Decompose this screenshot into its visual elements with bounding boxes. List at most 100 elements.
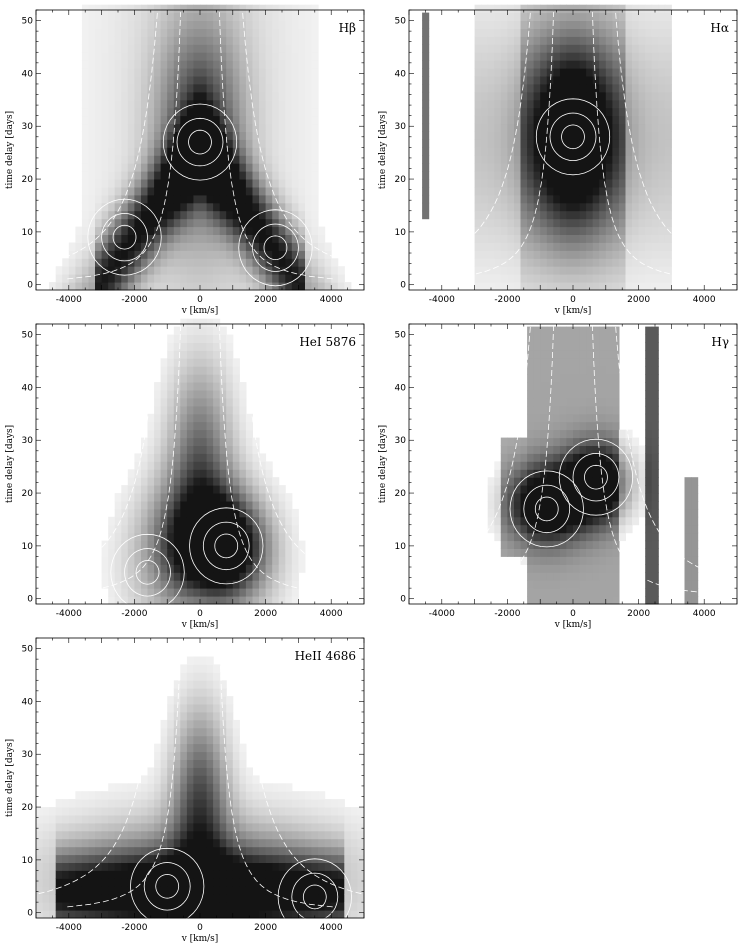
heatmap-cell <box>305 115 313 125</box>
heatmap-cell <box>553 516 561 526</box>
heatmap-cell <box>141 163 149 172</box>
heatmap-cell <box>193 20 201 29</box>
heatmap-cell <box>520 540 528 549</box>
heatmap-cell <box>186 429 194 439</box>
heatmap-cell <box>559 461 567 470</box>
heatmap-cell <box>573 508 581 518</box>
heatmap-cell <box>252 469 260 478</box>
heatmap-cell <box>160 155 168 164</box>
heatmap-cell <box>55 910 63 919</box>
heatmap-cell <box>553 326 561 335</box>
heatmap-cell <box>520 234 528 243</box>
heatmap-cell <box>533 60 541 69</box>
y-tick-label: 0 <box>27 595 33 605</box>
heatmap-cell <box>75 242 83 251</box>
heatmap-cell <box>481 123 489 132</box>
heatmap-cell <box>278 194 286 204</box>
heatmap-cell <box>625 477 633 486</box>
heatmap-cell <box>200 461 208 470</box>
heatmap-cell <box>579 234 587 243</box>
heatmap-cell <box>160 501 168 510</box>
heatmap-cell <box>540 453 548 462</box>
heatmap-cell <box>658 99 666 109</box>
heatmap-cell <box>278 242 286 251</box>
heatmap-cell <box>213 60 221 69</box>
envelope-curves <box>38 12 362 280</box>
heatmap-cell <box>95 791 103 800</box>
heatmap-cell <box>186 382 194 391</box>
heatmap-cell <box>527 390 535 399</box>
heatmap-cell <box>573 76 581 85</box>
heatmap-cell <box>566 326 574 335</box>
heatmap-cell <box>219 210 227 220</box>
heatmap-cell <box>42 870 50 879</box>
heatmap-cell <box>507 194 515 204</box>
heatmap-cell <box>553 445 561 454</box>
heatmap-cell <box>36 870 44 879</box>
heatmap-cell <box>487 234 495 243</box>
x-axis-label: v [km/s] <box>181 620 219 630</box>
heatmap-cell <box>527 60 535 69</box>
heatmap-cell <box>226 99 234 109</box>
heatmap-cell <box>605 564 613 573</box>
heatmap-cell <box>540 508 548 518</box>
heatmap-cell <box>645 4 653 14</box>
heatmap-cell <box>579 358 587 367</box>
heatmap-cell <box>632 44 640 53</box>
heatmap-cell <box>55 807 63 816</box>
heatmap-cell <box>206 493 214 502</box>
heatmap-cell <box>147 516 155 526</box>
heatmap-cell <box>500 524 508 534</box>
heatmap-cell <box>81 4 89 14</box>
heatmap-cell <box>173 36 181 45</box>
heatmap-cell <box>298 210 306 220</box>
heatmap-cell <box>285 155 293 164</box>
heatmap-cell <box>95 36 103 45</box>
heatmap-cell <box>527 155 535 164</box>
heatmap-cell <box>586 350 594 359</box>
heatmap-cell <box>206 719 214 729</box>
heatmap-cell <box>160 572 168 581</box>
heatmap-cell <box>592 52 600 61</box>
heatmap-cell <box>213 282 221 291</box>
heatmap-cell <box>160 194 168 204</box>
heatmap-cell <box>213 799 221 808</box>
heatmap-cell <box>586 516 594 526</box>
heatmap-cell <box>494 218 502 228</box>
heatmap-cell <box>180 44 188 53</box>
heatmap-cell <box>173 743 181 753</box>
heatmap-cell <box>239 107 247 117</box>
heatmap-cell <box>160 218 168 228</box>
heatmap-cell <box>193 727 201 737</box>
heatmap-cell <box>180 139 188 148</box>
heatmap-cell <box>494 477 502 486</box>
heatmap-cell <box>500 485 508 494</box>
heatmap-cell <box>599 52 607 61</box>
heatmap-cell <box>494 187 502 196</box>
heatmap-cell <box>507 242 515 251</box>
heatmap-cell <box>265 139 273 148</box>
heatmap-cell <box>226 28 234 37</box>
heatmap-cell <box>121 242 129 251</box>
heatmap-cell <box>180 767 188 776</box>
heatmap-cell <box>566 187 574 196</box>
heatmap-cell <box>167 20 175 29</box>
heatmap-cell <box>559 99 567 109</box>
heatmap-cell <box>75 250 83 259</box>
heatmap-cell <box>638 485 646 494</box>
heatmap-cell <box>474 91 482 101</box>
heatmap-cell <box>200 274 208 283</box>
heatmap-cell <box>559 282 567 291</box>
envelope-curve <box>242 326 362 581</box>
heatmap-cell <box>514 266 522 275</box>
heatmap-cell <box>200 775 208 784</box>
heatmap-cell <box>206 99 214 109</box>
heatmap-cell <box>154 266 162 275</box>
heatmap-cell <box>154 194 162 204</box>
heatmap-cell <box>592 548 600 557</box>
heatmap-cell <box>81 44 89 53</box>
heatmap-cell <box>658 210 666 220</box>
heatmap-cell <box>154 20 162 29</box>
heatmap-cell <box>213 76 221 85</box>
heatmap-cell <box>651 556 659 565</box>
